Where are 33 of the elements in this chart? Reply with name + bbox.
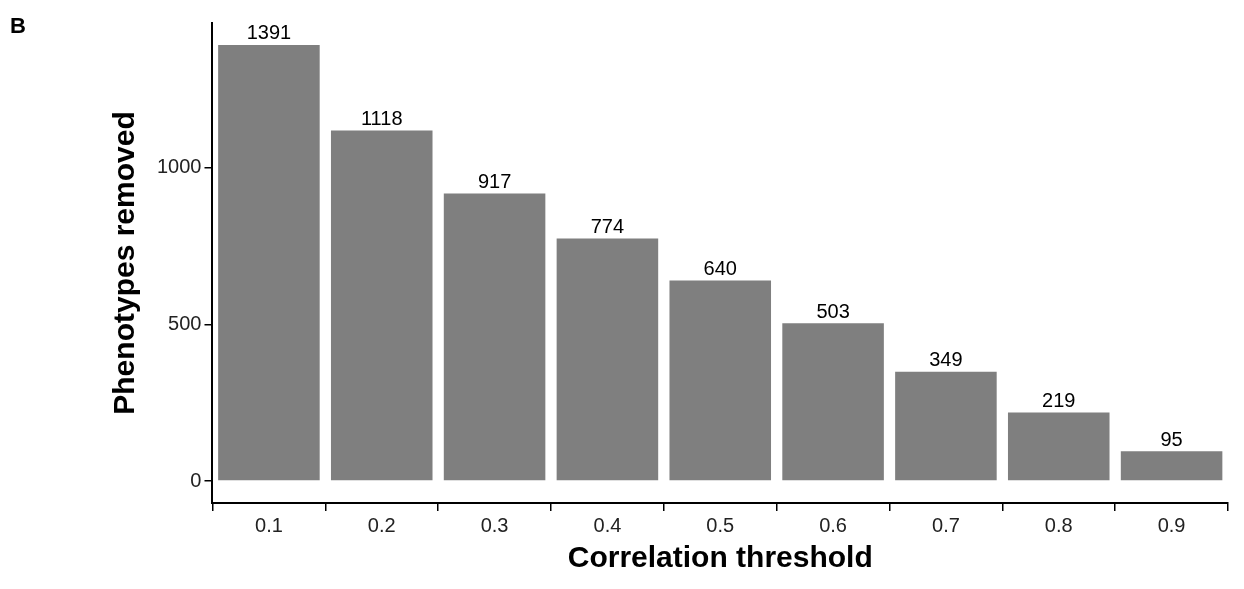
y-tick-label: 0: [190, 468, 202, 491]
data-label: 503: [816, 299, 850, 322]
bar: [669, 280, 772, 481]
bar: [1007, 412, 1110, 481]
data-label: 1391: [246, 21, 292, 44]
data-label: 1118: [360, 107, 403, 130]
text: B: [10, 13, 26, 39]
bar: [895, 371, 997, 481]
x-tick-label: 0.5: [706, 513, 735, 536]
bar: [782, 323, 884, 481]
x-tick-label: 0.2: [367, 513, 396, 536]
y-tick-label: 500: [168, 311, 202, 334]
bar: [1120, 451, 1223, 481]
data-label: 774: [590, 214, 625, 237]
x-tick-label: 0.6: [819, 513, 847, 536]
data-label: 917: [477, 170, 512, 193]
y-axis-title: Phenotypes removed: [107, 111, 141, 415]
bar: [556, 238, 659, 481]
x-tick-label: 0.7: [932, 513, 960, 536]
data-label: 95: [1160, 427, 1183, 450]
data-label: 640: [703, 256, 737, 279]
data-label: 219: [1042, 388, 1076, 411]
bar: [443, 193, 546, 481]
x-tick-label: 0.1: [255, 513, 283, 536]
data-label: 349: [929, 348, 963, 371]
y-tick-label: 1000: [156, 155, 202, 178]
x-tick-label: 0.9: [1157, 513, 1186, 536]
x-axis-title: Correlation threshold: [567, 540, 873, 574]
x-tick-label: 0.8: [1044, 513, 1073, 536]
bar: [218, 44, 320, 481]
x-tick-label: 0.4: [593, 513, 622, 536]
bar: [330, 130, 433, 481]
x-tick-label: 0.3: [480, 513, 509, 536]
